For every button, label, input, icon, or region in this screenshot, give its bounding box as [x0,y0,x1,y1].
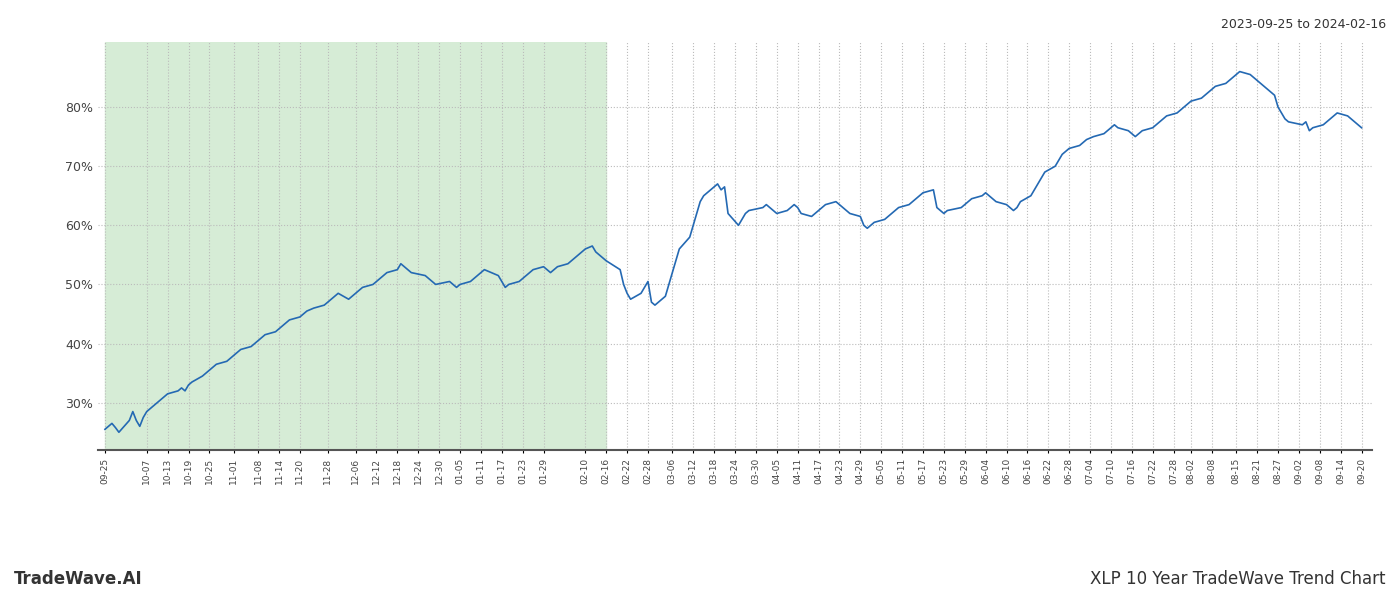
Text: TradeWave.AI: TradeWave.AI [14,570,143,588]
Text: 2023-09-25 to 2024-02-16: 2023-09-25 to 2024-02-16 [1221,18,1386,31]
Bar [105,42,606,450]
Text: XLP 10 Year TradeWave Trend Chart: XLP 10 Year TradeWave Trend Chart [1091,570,1386,588]
